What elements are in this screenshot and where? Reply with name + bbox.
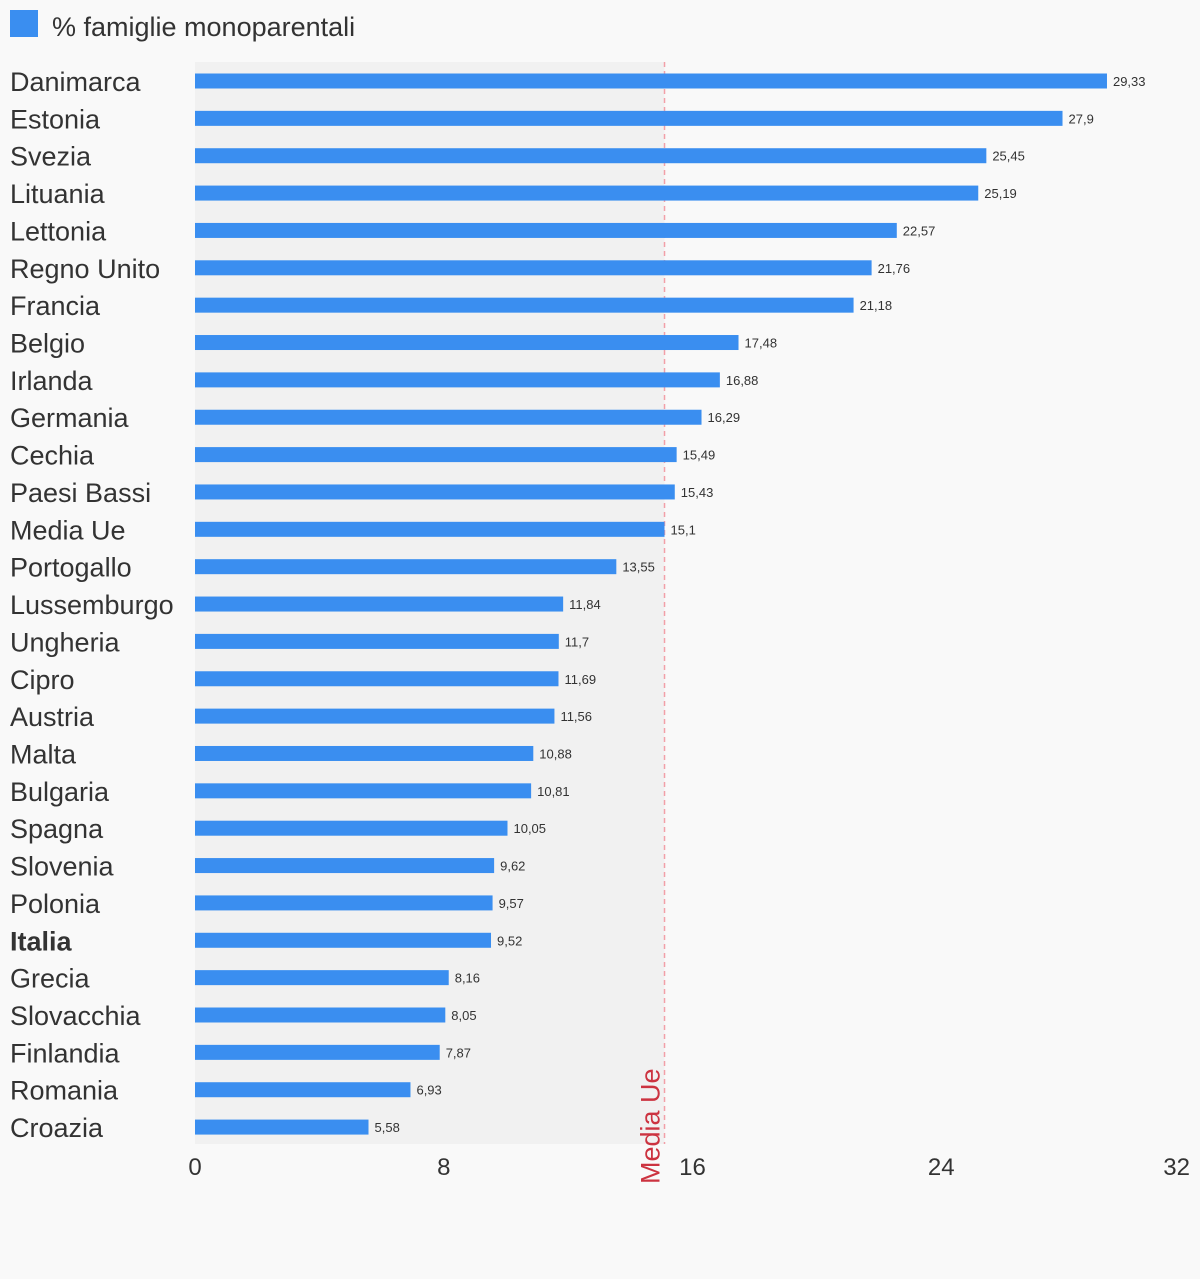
category-label: Malta	[10, 739, 77, 769]
category-label: Lettonia	[10, 216, 107, 246]
bar	[195, 110, 1063, 126]
value-label: 27,9	[1069, 111, 1094, 126]
bar	[195, 858, 495, 874]
category-label: Estonia	[10, 104, 101, 134]
category-label: Media Ue	[10, 515, 126, 545]
bar	[195, 409, 702, 425]
category-label: Polonia	[10, 889, 101, 919]
category-label: Slovacchia	[10, 1001, 142, 1031]
category-label: Cipro	[10, 665, 75, 695]
value-label: 16,29	[708, 410, 741, 425]
bar	[195, 1119, 369, 1135]
category-label: Romania	[10, 1076, 119, 1106]
legend-swatch	[10, 10, 38, 37]
legend-label: % famiglie monoparentali	[52, 12, 355, 42]
bar	[195, 484, 675, 500]
bar	[195, 260, 872, 276]
bar	[195, 633, 559, 649]
bar	[195, 372, 720, 388]
value-label: 8,05	[451, 1008, 476, 1023]
bar	[195, 671, 559, 687]
value-label: 22,57	[903, 223, 936, 238]
x-tick-label: 8	[437, 1154, 450, 1181]
category-label: Slovenia	[10, 852, 115, 882]
category-label: Spagna	[10, 814, 104, 844]
bar	[195, 1082, 411, 1098]
category-label: Lituania	[10, 179, 106, 209]
category-label: Ungheria	[10, 627, 121, 657]
value-label: 6,93	[416, 1083, 441, 1098]
value-label: 13,55	[622, 560, 655, 575]
category-label: Lussemburgo	[10, 590, 174, 620]
value-label: 9,57	[499, 896, 524, 911]
reference-line-label: Media Ue	[636, 1068, 666, 1184]
value-label: 11,84	[569, 597, 601, 612]
bar	[195, 783, 532, 799]
value-label: 25,45	[992, 149, 1025, 164]
x-tick-label: 24	[928, 1154, 955, 1181]
bar	[195, 596, 564, 612]
bar	[195, 335, 739, 351]
value-label: 5,58	[375, 1120, 400, 1135]
bar	[195, 820, 508, 836]
category-label: Germania	[10, 403, 130, 433]
value-label: 11,56	[560, 709, 592, 724]
value-label: 10,05	[513, 821, 546, 836]
x-tick-label: 32	[1163, 1154, 1190, 1181]
bar	[195, 1044, 440, 1060]
x-tick-label: 0	[188, 1154, 201, 1181]
plot-area: 29,33 Danimarca 27,9 Estonia 25,45 Svezia 25,1…	[10, 62, 1190, 1184]
bar	[195, 447, 677, 463]
value-label: 16,88	[726, 373, 759, 388]
bar	[195, 932, 492, 948]
category-label: Francia	[10, 291, 101, 321]
bar	[195, 708, 555, 724]
value-label: 11,7	[565, 634, 589, 649]
category-label: Italia	[10, 926, 73, 956]
value-label: 21,76	[878, 261, 911, 276]
value-label: 9,62	[500, 859, 525, 874]
bar	[195, 73, 1107, 89]
value-label: 17,48	[745, 336, 778, 351]
bar	[195, 1007, 446, 1023]
bar	[195, 222, 897, 238]
value-label: 10,81	[537, 784, 570, 799]
value-label: 29,33	[1113, 74, 1146, 89]
category-label: Austria	[10, 702, 95, 732]
category-label: Svezia	[10, 142, 92, 172]
category-label: Irlanda	[10, 366, 94, 396]
value-label: 10,88	[539, 746, 572, 761]
category-label: Portogallo	[10, 553, 132, 583]
value-label: 25,19	[984, 186, 1017, 201]
bar	[195, 559, 617, 575]
value-label: 15,49	[683, 448, 716, 463]
bar	[195, 185, 979, 201]
category-label: Bulgaria	[10, 777, 110, 807]
value-label: 9,52	[497, 933, 522, 948]
category-label: Finlandia	[10, 1038, 121, 1068]
bar	[195, 521, 665, 537]
value-label: 15,43	[681, 485, 714, 500]
category-label: Paesi Bassi	[10, 478, 151, 508]
category-label: Croazia	[10, 1113, 104, 1143]
bar	[195, 297, 854, 313]
value-label: 11,69	[564, 672, 596, 687]
bar	[195, 895, 493, 911]
category-label: Regno Unito	[10, 254, 160, 284]
value-label: 7,87	[446, 1045, 471, 1060]
x-tick-label: 16	[679, 1154, 706, 1181]
category-label: Belgio	[10, 329, 85, 359]
value-label: 8,16	[455, 971, 480, 986]
category-label: Danimarca	[10, 67, 142, 97]
bar	[195, 970, 449, 986]
bar	[195, 148, 987, 164]
bar	[195, 745, 534, 761]
category-label: Cechia	[10, 441, 95, 471]
category-label: Grecia	[10, 964, 91, 994]
value-label: 15,1	[671, 522, 696, 537]
value-label: 21,18	[860, 298, 893, 313]
